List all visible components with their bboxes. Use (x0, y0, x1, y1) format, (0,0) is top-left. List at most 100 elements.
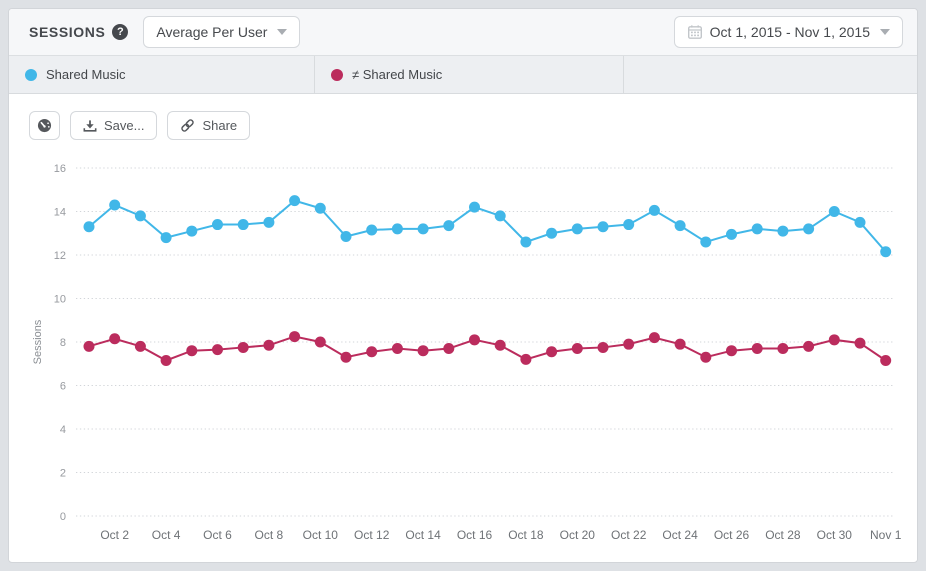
data-point[interactable] (83, 340, 95, 352)
data-point[interactable] (443, 220, 455, 232)
data-point[interactable] (803, 340, 815, 352)
page-title: SESSIONS (29, 24, 106, 40)
data-point[interactable] (469, 334, 480, 346)
data-point[interactable] (700, 236, 712, 248)
help-icon[interactable]: ? (112, 24, 129, 40)
data-point[interactable] (880, 354, 892, 366)
data-point[interactable] (186, 225, 198, 237)
data-point[interactable] (854, 216, 866, 228)
save-button[interactable]: Save... (70, 111, 158, 140)
data-point[interactable] (803, 223, 815, 235)
data-point[interactable] (520, 353, 532, 365)
data-point[interactable] (880, 246, 892, 258)
legend-item-shared-music[interactable]: Shared Music (9, 56, 314, 93)
data-point[interactable] (289, 331, 301, 343)
data-point[interactable] (828, 206, 840, 217)
data-point[interactable] (134, 210, 146, 222)
legend-item-label: Shared Music (46, 67, 126, 82)
data-point[interactable] (777, 225, 789, 237)
x-tick-label: Oct 22 (611, 528, 647, 542)
data-point[interactable] (494, 210, 506, 222)
data-point[interactable] (263, 216, 275, 228)
data-point[interactable] (417, 345, 429, 357)
caret-down-icon (880, 29, 890, 35)
legend-item-label: ≠ Shared Music (352, 67, 443, 82)
data-point[interactable] (83, 221, 95, 233)
x-tick-label: Oct 30 (817, 528, 853, 542)
series-line (88, 199, 887, 253)
save-button-label: Save... (104, 118, 145, 133)
data-point[interactable] (674, 338, 686, 350)
data-point[interactable] (134, 340, 146, 352)
data-point[interactable] (854, 337, 866, 349)
data-point[interactable] (160, 232, 172, 244)
y-tick-label: 14 (54, 207, 66, 219)
data-point[interactable] (597, 221, 609, 233)
x-tick-label: Oct 16 (457, 528, 493, 542)
legend-item-not-shared-music[interactable]: ≠ Shared Music (314, 56, 623, 93)
data-point[interactable] (623, 219, 635, 231)
date-range-picker[interactable]: Oct 1, 2015 - Nov 1, 2015 (673, 16, 903, 48)
sessions-line-chart[interactable]: 0 2 4 6 8 10 12 14 16 Sessions Oct 2 Oct 4 Oct 6 Oct … (9, 141, 918, 561)
data-point[interactable] (571, 223, 583, 235)
data-point[interactable] (263, 339, 275, 351)
data-point[interactable] (366, 346, 378, 358)
data-point[interactable] (212, 344, 223, 356)
chart-section: Save... Share 0 2 4 6 8 10 12 14 16 Sessions Oct 2… (9, 94, 917, 561)
data-point[interactable] (494, 339, 506, 351)
x-tick-label: Oct 8 (255, 528, 284, 542)
series-color-dot (331, 68, 343, 81)
y-axis-title: Sessions (32, 319, 44, 364)
metric-dropdown-value: Average Per User (156, 24, 268, 40)
data-point[interactable] (340, 231, 352, 243)
data-point[interactable] (366, 224, 378, 236)
data-point[interactable] (314, 202, 326, 214)
data-point[interactable] (391, 343, 403, 355)
data-point[interactable] (289, 195, 301, 207)
data-point[interactable] (571, 343, 583, 355)
data-point[interactable] (828, 334, 840, 346)
data-point[interactable] (237, 219, 249, 231)
data-point[interactable] (212, 219, 223, 231)
data-point[interactable] (469, 201, 480, 213)
data-point[interactable] (623, 338, 635, 350)
add-to-dashboard-button[interactable] (29, 111, 60, 140)
data-point[interactable] (186, 345, 198, 357)
data-point[interactable] (546, 227, 558, 239)
share-button[interactable]: Share (167, 111, 251, 140)
data-point[interactable] (700, 351, 712, 363)
data-point[interactable] (674, 220, 686, 232)
data-point[interactable] (546, 346, 558, 358)
data-point[interactable] (443, 343, 455, 355)
data-point[interactable] (160, 354, 172, 366)
metric-dropdown[interactable]: Average Per User (143, 16, 301, 48)
data-point[interactable] (237, 341, 249, 353)
data-point[interactable] (777, 343, 789, 355)
y-tick-label: 0 (60, 511, 66, 523)
series-color-dot (25, 68, 37, 81)
series-line (88, 335, 887, 362)
date-range-value: Oct 1, 2015 - Nov 1, 2015 (709, 24, 870, 40)
y-tick-label: 4 (60, 424, 66, 436)
data-point[interactable] (417, 223, 429, 235)
x-tick-label: Nov 1 (870, 528, 902, 542)
data-point[interactable] (726, 345, 737, 357)
data-point[interactable] (340, 351, 352, 363)
x-tick-label: Oct 6 (203, 528, 232, 542)
data-point[interactable] (648, 332, 660, 344)
data-point[interactable] (751, 223, 763, 235)
data-point[interactable] (648, 204, 660, 216)
gauge-icon (37, 118, 52, 133)
data-point[interactable] (520, 236, 532, 248)
data-point[interactable] (109, 199, 121, 211)
data-point[interactable] (726, 228, 737, 240)
share-button-label: Share (202, 118, 238, 133)
x-tick-label: Oct 4 (152, 528, 181, 542)
y-tick-label: 12 (54, 250, 66, 262)
y-tick-label: 6 (60, 381, 66, 393)
data-point[interactable] (109, 333, 121, 345)
data-point[interactable] (314, 336, 326, 348)
data-point[interactable] (751, 343, 763, 355)
data-point[interactable] (597, 341, 609, 353)
data-point[interactable] (391, 223, 403, 235)
